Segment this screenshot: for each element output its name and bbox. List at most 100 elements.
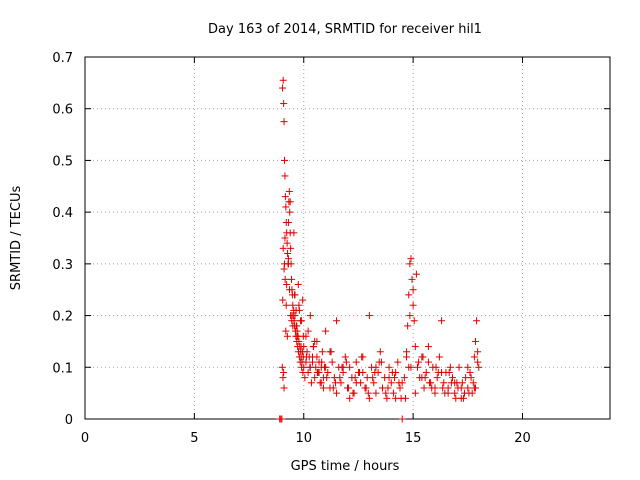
x-tick-label: 10 <box>295 431 312 446</box>
data-point <box>464 384 472 392</box>
x-tick-label: 5 <box>190 431 198 446</box>
data-point <box>281 275 289 283</box>
data-point <box>421 374 429 382</box>
data-point <box>280 265 288 273</box>
data-point <box>299 332 307 340</box>
data-point <box>293 322 301 330</box>
data-point <box>318 348 326 356</box>
chart-title: Day 163 of 2014, SRMTID for receiver hil… <box>208 22 482 37</box>
data-point <box>372 389 380 397</box>
data-point <box>388 368 396 376</box>
data-point <box>291 291 299 299</box>
data-point <box>412 270 420 278</box>
data-point <box>455 363 463 371</box>
data-point <box>409 301 417 309</box>
data-point <box>469 379 477 387</box>
data-point <box>345 384 353 392</box>
data-point <box>283 239 291 247</box>
data-point <box>303 348 311 356</box>
data-point <box>428 384 436 392</box>
data-point <box>406 312 414 320</box>
data-point <box>279 296 287 304</box>
data-point <box>309 353 316 361</box>
data-point <box>323 374 331 382</box>
data-point <box>473 317 481 325</box>
data-point <box>404 322 412 330</box>
y-tick-label: 0.5 <box>52 154 73 169</box>
data-point <box>349 389 357 397</box>
data-point <box>279 374 287 382</box>
data-point <box>432 363 440 371</box>
data-point <box>364 389 372 397</box>
data-point <box>352 379 360 387</box>
data-point <box>446 363 454 371</box>
data-point <box>445 368 453 376</box>
data-point <box>299 296 307 304</box>
data-point <box>288 275 295 283</box>
data-point <box>278 363 286 371</box>
data-point <box>285 187 293 195</box>
data-point <box>289 301 297 309</box>
data-point <box>424 343 432 351</box>
y-tick-label: 0.3 <box>52 258 73 273</box>
data-point <box>280 368 288 376</box>
data-point <box>283 332 291 340</box>
data-point <box>318 358 326 366</box>
data-point <box>287 244 295 252</box>
data-point <box>356 368 364 376</box>
data-point <box>407 255 415 263</box>
data-point <box>385 363 393 371</box>
data-point <box>447 379 455 387</box>
data-point <box>324 368 332 376</box>
data-point <box>346 363 354 371</box>
data-point <box>304 327 312 335</box>
data-point <box>369 374 377 382</box>
axis-ticks: 0 5 10 15 20 0 0.1 0.2 0.3 0.4 0.5 0.6 0.7 <box>52 51 610 446</box>
data-point <box>333 317 341 325</box>
data-point <box>405 291 413 299</box>
data-point <box>279 244 287 252</box>
data-point <box>414 363 421 371</box>
y-tick-label: 0.4 <box>52 206 73 221</box>
data-point <box>306 363 314 371</box>
data-point <box>280 384 288 392</box>
data-point <box>281 193 289 201</box>
data-point <box>329 384 337 392</box>
data-point <box>352 358 360 366</box>
data-point <box>351 374 359 382</box>
data-point <box>424 358 432 366</box>
data-point <box>286 208 294 216</box>
data-point <box>452 394 460 402</box>
data-point <box>307 379 315 387</box>
data-point <box>284 250 292 258</box>
data-point <box>415 358 423 366</box>
data-point <box>319 384 327 392</box>
data-point <box>391 374 399 382</box>
data-point <box>338 363 346 371</box>
data-point <box>384 384 392 392</box>
data-point <box>281 172 289 180</box>
data-point <box>411 343 419 351</box>
data-point <box>286 198 294 206</box>
data-point <box>407 363 415 371</box>
data-point <box>298 317 306 325</box>
data-point <box>458 379 466 387</box>
data-point <box>341 353 349 361</box>
data-point <box>281 156 288 164</box>
data-point <box>403 353 411 361</box>
grid <box>85 57 610 419</box>
data-point <box>286 286 294 294</box>
data-point <box>449 374 456 382</box>
data-point <box>295 301 303 309</box>
data-point <box>471 337 479 345</box>
data-point <box>409 286 417 294</box>
data-point <box>283 281 291 289</box>
data-point <box>328 358 336 366</box>
data-point <box>377 358 385 366</box>
data-point <box>333 389 341 397</box>
data-point <box>467 374 475 382</box>
data-point <box>408 275 416 283</box>
data-point <box>280 118 288 126</box>
data-points <box>276 76 483 423</box>
